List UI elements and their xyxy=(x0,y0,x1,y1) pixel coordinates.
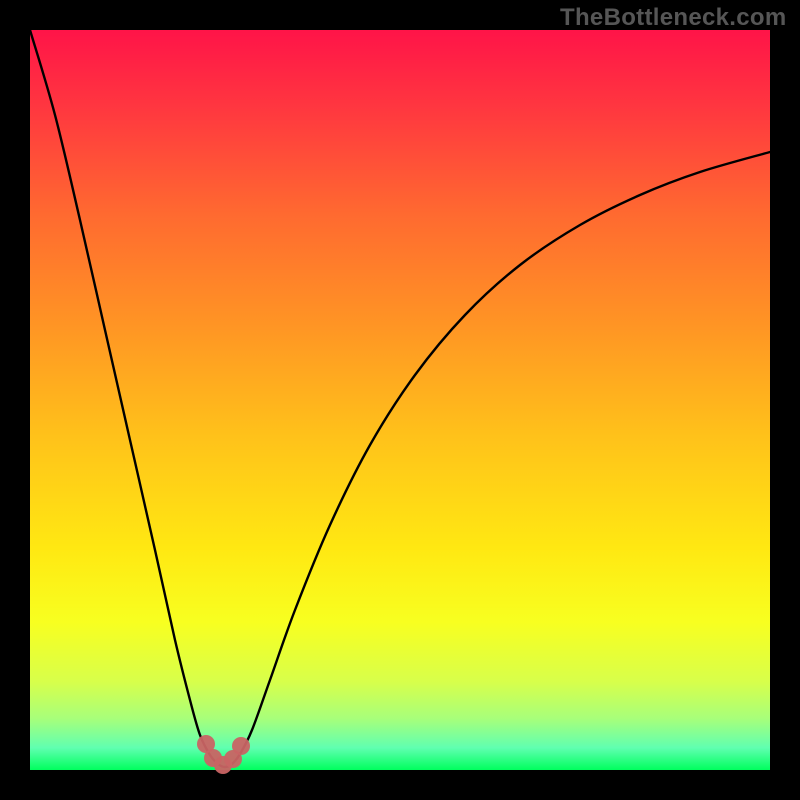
plot-area xyxy=(30,30,770,770)
chart-root: TheBottleneck.com xyxy=(0,0,800,800)
curve-svg xyxy=(0,0,800,800)
watermark: TheBottleneck.com xyxy=(560,4,786,32)
bottleneck-curve xyxy=(30,30,770,767)
